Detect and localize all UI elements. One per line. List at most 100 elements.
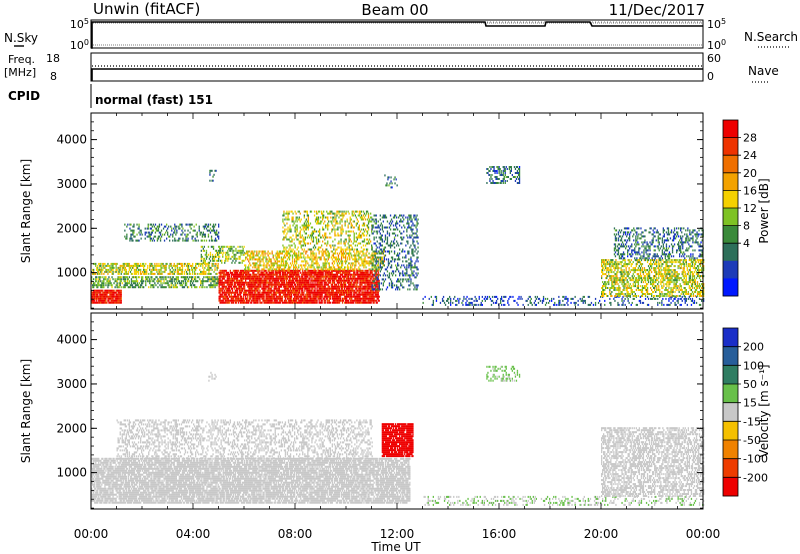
date-title: 11/Dec/2017 xyxy=(609,1,705,19)
power-region-5 xyxy=(218,269,380,304)
power-colorbar-segment xyxy=(723,137,738,156)
power-colorbar-segment xyxy=(723,172,738,191)
power-ytick-label: 4000 xyxy=(56,133,87,147)
velocity-colorbar-tick: 100 xyxy=(743,359,764,372)
velocity-colorbar-segment xyxy=(723,346,738,366)
nsearch-label: N.Search xyxy=(744,30,798,44)
cpid-label: CPID xyxy=(8,89,40,103)
cpid-value: normal (fast) 151 xyxy=(95,93,213,107)
power-colorbar-tick: 4 xyxy=(743,237,750,250)
power-ytick-label: 3000 xyxy=(56,177,87,191)
nsky-label: N.Sky xyxy=(4,31,38,45)
velocity-colorbar-segment xyxy=(723,328,738,347)
velocity-colorbar-tick: 50 xyxy=(743,378,757,391)
power-colorbar-tick: 8 xyxy=(743,220,750,233)
xtick-label: 00:00 xyxy=(686,527,721,541)
nave-label: Nave xyxy=(748,64,779,78)
power-region-9 xyxy=(209,169,217,182)
noise-sky-trace xyxy=(91,21,703,49)
freq-label: Freq. xyxy=(8,53,35,66)
station-title: Unwin (fitACF) xyxy=(93,0,200,18)
xtick-label: 20:00 xyxy=(584,527,619,541)
velocity-colorbar: 200 100 50 15 -15 -50 -100 -200 xyxy=(722,327,768,497)
velocity-region-0 xyxy=(91,457,411,504)
power-colorbar-segment xyxy=(723,190,738,209)
power-colorbar-tick: 28 xyxy=(743,132,757,145)
power-region-13 xyxy=(601,259,705,297)
power-region-7 xyxy=(282,210,373,251)
velocity-ylabel: Slant Range [km] xyxy=(19,359,33,463)
power-ytick-label: 1000 xyxy=(56,266,87,280)
velocity-colorbar-segment xyxy=(723,458,738,478)
xtick-label: 08:00 xyxy=(278,527,313,541)
power-colorbar: 28 24 20 16 12 8 4 xyxy=(722,119,757,297)
noise-left-tick-bottom: 100 xyxy=(70,38,89,52)
velocity-colorbar-segment xyxy=(723,402,738,422)
velocity-region-3 xyxy=(208,371,217,382)
power-colorbar-tick: 16 xyxy=(743,184,757,197)
freq-trace xyxy=(91,68,703,81)
power-colorbar-segment xyxy=(723,120,738,138)
power-region-2 xyxy=(91,262,219,275)
power-colorbar-segment xyxy=(723,208,738,226)
power-region-11 xyxy=(486,166,521,184)
freq-panel xyxy=(90,52,704,82)
velocity-colorbar-segment xyxy=(723,440,738,459)
power-colorbar-tick: 24 xyxy=(743,149,757,162)
nave-tick-top: 60 xyxy=(707,52,721,65)
power-region-14 xyxy=(613,227,704,260)
velocity-colorbar-segment xyxy=(723,365,738,385)
velocity-colorbar-segment xyxy=(723,421,738,441)
nave-tick-bottom: 0 xyxy=(707,70,714,83)
power-region-4 xyxy=(200,245,245,264)
xtick-label: 04:00 xyxy=(176,527,211,541)
power-panel: 1000 2000 3000 4000 xyxy=(56,112,705,310)
power-colorbar-segment xyxy=(723,243,738,262)
velocity-ytick-label: 3000 xyxy=(56,377,87,391)
power-colorbar-segment xyxy=(723,260,738,279)
velocity-colorbar-segment xyxy=(723,477,738,497)
power-colorbar-tick: 20 xyxy=(743,167,757,180)
velocity-region-2 xyxy=(381,423,414,458)
power-region-12 xyxy=(422,295,705,306)
xtick-label: 16:00 xyxy=(482,527,517,541)
freq-tick-bottom: 8 xyxy=(50,70,57,83)
power-colorbar-tick: 12 xyxy=(743,202,757,215)
power-region-0 xyxy=(91,289,122,304)
velocity-cells xyxy=(91,365,705,506)
xtick-label: 12:00 xyxy=(380,527,415,541)
power-colorbar-segment xyxy=(723,225,738,244)
velocity-colorbar-tick: 200 xyxy=(743,341,764,354)
power-colorbar-label: Power [dB] xyxy=(757,178,771,243)
power-cells xyxy=(91,166,705,306)
xtick-label: 00:00 xyxy=(74,527,109,541)
power-colorbar-segment xyxy=(723,278,738,297)
velocity-colorbar-label: Velocity [m s⁻¹] xyxy=(757,364,771,457)
power-region-8 xyxy=(371,214,419,291)
power-colorbar-segment xyxy=(723,155,738,174)
xlabel: Time UT xyxy=(370,540,421,554)
noise-right-tick-top: 105 xyxy=(707,17,726,31)
power-ytick-label: 2000 xyxy=(56,221,87,235)
freq-unit-label: [MHz] xyxy=(4,66,36,79)
velocity-panel: 1000 2000 3000 4000 00:00 04:00 08:00 12:00 16:0… xyxy=(56,312,721,541)
velocity-region-4 xyxy=(486,365,521,382)
velocity-region-1 xyxy=(116,419,373,460)
noise-left-tick-top: 105 xyxy=(70,17,89,31)
noise-panel xyxy=(90,19,704,49)
power-region-3 xyxy=(124,223,220,242)
velocity-colorbar-tick: -15 xyxy=(743,415,761,428)
velocity-colorbar-segment xyxy=(723,384,738,403)
power-region-6 xyxy=(244,250,385,271)
beam-title: Beam 00 xyxy=(361,1,428,19)
velocity-colorbar-tick: -200 xyxy=(743,471,768,484)
velocity-ytick-label: 2000 xyxy=(56,421,87,435)
freq-tick-top: 18 xyxy=(46,52,60,65)
velocity-ytick-label: 1000 xyxy=(56,466,87,480)
velocity-colorbar-tick: 15 xyxy=(743,397,757,410)
power-ylabel: Slant Range [km] xyxy=(19,159,33,263)
velocity-colorbar-tick: -50 xyxy=(743,434,761,447)
noise-right-tick-bottom: 100 xyxy=(707,38,726,52)
velocity-ytick-label: 4000 xyxy=(56,333,87,347)
